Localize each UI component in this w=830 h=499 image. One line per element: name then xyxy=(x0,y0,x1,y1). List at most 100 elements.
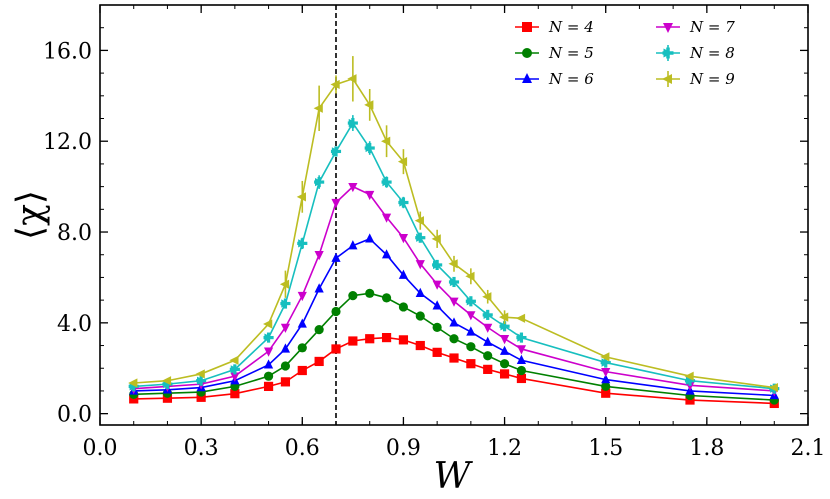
data-point xyxy=(161,376,172,386)
x-tick-label: 1.5 xyxy=(588,436,623,461)
data-point xyxy=(601,388,611,398)
data-point xyxy=(263,347,274,357)
data-point xyxy=(415,287,425,298)
y-tick-label: 16.0 xyxy=(43,39,92,64)
data-point xyxy=(280,323,291,333)
data-point xyxy=(466,342,476,352)
x-tick-label: 1.8 xyxy=(689,436,724,461)
data-point xyxy=(414,216,424,226)
data-point xyxy=(297,238,308,249)
data-point xyxy=(314,325,324,335)
data-point xyxy=(297,318,307,328)
data-point xyxy=(601,374,611,384)
x-tick-label: 0.3 xyxy=(184,436,219,461)
data-point xyxy=(465,271,475,281)
legend-marker xyxy=(662,74,672,84)
axes-frame xyxy=(99,4,809,426)
legend-label: N = 5 xyxy=(548,44,594,62)
data-point xyxy=(415,232,426,243)
legend-marker xyxy=(522,73,532,83)
data-point xyxy=(348,182,358,193)
data-point xyxy=(499,321,510,332)
data-point xyxy=(466,359,476,369)
legend-label: N = 7 xyxy=(689,18,735,36)
data-point xyxy=(499,335,510,345)
data-point xyxy=(297,343,307,353)
data-point xyxy=(448,276,460,288)
data-point xyxy=(296,192,306,202)
data-point xyxy=(229,364,240,375)
data-point xyxy=(195,369,205,379)
x-tick-label: 1.2 xyxy=(487,436,522,461)
data-point xyxy=(364,142,375,154)
data-point xyxy=(365,190,375,201)
legend-item: N = 4 xyxy=(515,18,594,36)
series-n4 xyxy=(129,332,779,409)
legend-item: N = 5 xyxy=(515,44,594,62)
data-point xyxy=(348,290,358,301)
legend-marker xyxy=(662,47,674,59)
data-point xyxy=(432,259,443,271)
data-point xyxy=(482,309,493,320)
data-point xyxy=(465,296,476,307)
data-point xyxy=(398,269,409,279)
data-point xyxy=(280,361,291,371)
data-point xyxy=(381,136,391,146)
data-point xyxy=(229,355,239,365)
data-point xyxy=(280,298,291,309)
data-point xyxy=(297,291,307,302)
data-point xyxy=(347,117,358,129)
data-point xyxy=(263,319,273,329)
data-point xyxy=(364,100,374,110)
legend-label: N = 4 xyxy=(548,18,594,36)
data-point xyxy=(348,336,358,346)
data-point xyxy=(600,357,611,368)
data-point xyxy=(516,365,527,376)
legend-item: N = 7 xyxy=(656,18,735,36)
data-point xyxy=(431,234,441,244)
data-point xyxy=(516,373,527,384)
data-point xyxy=(314,251,324,261)
data-point xyxy=(449,297,459,307)
data-point xyxy=(466,326,476,336)
legend-item: N = 8 xyxy=(656,44,735,62)
data-point xyxy=(398,234,409,244)
x-tick-label: 0.0 xyxy=(83,436,118,461)
data-point xyxy=(365,334,375,344)
data-point xyxy=(768,382,778,393)
series-n8 xyxy=(128,115,780,394)
data-point xyxy=(515,313,526,323)
data-point xyxy=(449,334,459,344)
data-point xyxy=(128,378,138,388)
legend: N = 4 N = 5 N = 6 N = 7 N = 8 N = 9 xyxy=(515,18,735,88)
axis-ticks: 0.0 0.3 0.6 0.9 1.2 1.5 1.8 2.1 0.0 4.0 8.0 12.0 16.… xyxy=(43,5,826,461)
data-point xyxy=(483,351,493,361)
y-tick-label: 8.0 xyxy=(57,221,92,246)
plot-area xyxy=(128,5,780,425)
data-point xyxy=(331,306,341,317)
data-point xyxy=(365,233,375,243)
data-point xyxy=(499,369,510,379)
x-tick-label: 2.1 xyxy=(791,436,826,461)
data-point xyxy=(331,198,341,209)
data-point xyxy=(398,335,409,345)
data-point xyxy=(398,302,409,312)
legend-label: N = 8 xyxy=(689,44,735,62)
data-point xyxy=(381,332,392,343)
data-point xyxy=(313,103,323,113)
data-point xyxy=(499,312,509,322)
data-point xyxy=(263,359,274,369)
data-point xyxy=(432,322,442,332)
data-point xyxy=(348,240,358,250)
data-point xyxy=(415,340,425,351)
data-point xyxy=(314,283,324,293)
data-point xyxy=(162,393,173,403)
data-point xyxy=(196,375,207,386)
y-tick-label: 0.0 xyxy=(57,403,92,428)
data-point xyxy=(314,356,324,367)
data-point xyxy=(601,381,611,392)
data-point xyxy=(483,364,493,374)
data-point xyxy=(483,336,493,346)
data-point xyxy=(381,249,392,259)
data-point xyxy=(449,353,459,363)
